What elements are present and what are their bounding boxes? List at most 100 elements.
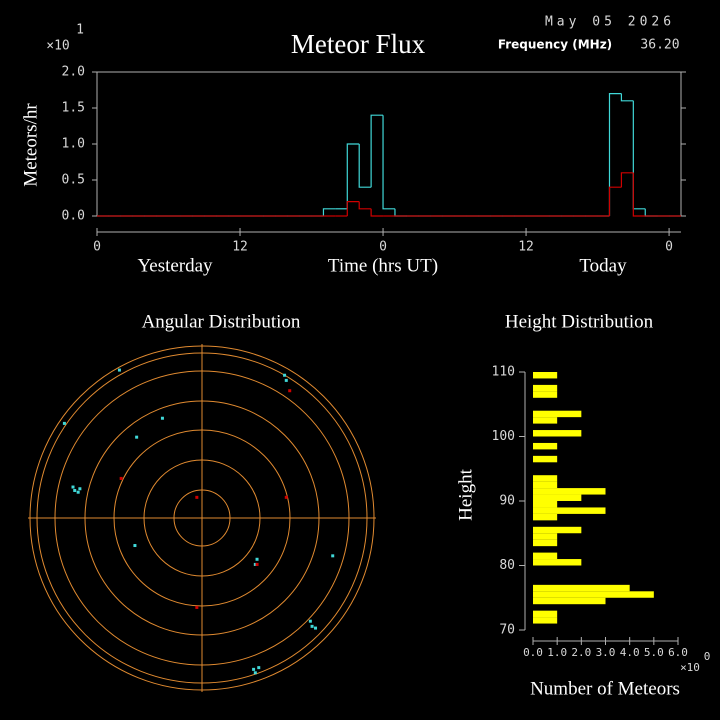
y-tick-label: 0.5 bbox=[62, 173, 85, 188]
meteor-point bbox=[78, 487, 82, 491]
chart-title: Height Distribution bbox=[505, 311, 654, 332]
x-multiplier-exponent: 0 bbox=[704, 650, 711, 663]
date: May 05 2026 bbox=[545, 15, 675, 30]
height-bar bbox=[533, 513, 558, 521]
height-bar bbox=[533, 442, 558, 450]
meteor-point bbox=[73, 488, 77, 492]
meteor-point bbox=[308, 619, 312, 623]
flux-step bbox=[632, 100, 646, 210]
y-tick-label: 1.0 bbox=[62, 137, 85, 152]
x-tick-label: 6.0 bbox=[668, 646, 688, 659]
x-tick-label: 1.0 bbox=[547, 646, 567, 659]
height-bar bbox=[533, 455, 558, 463]
height-bar bbox=[533, 501, 558, 508]
meteor-point bbox=[310, 624, 314, 628]
y-tick-label: 0.0 bbox=[62, 209, 85, 224]
meteor-point bbox=[255, 562, 259, 566]
meteor-point bbox=[71, 485, 75, 489]
x-axis-label: Time (hrs UT) bbox=[328, 255, 438, 276]
height-bar bbox=[533, 417, 558, 424]
x-tick-label: 0 bbox=[93, 240, 101, 255]
flux-step bbox=[620, 93, 634, 102]
height-bar bbox=[533, 391, 558, 398]
x-tick-label: 4.0 bbox=[620, 646, 640, 659]
meteor-point bbox=[255, 557, 259, 561]
frequency-label: Frequency (MHz) bbox=[498, 38, 612, 52]
height-bar bbox=[533, 430, 582, 437]
y-tick-label: 100 bbox=[492, 429, 515, 444]
flux-step bbox=[358, 144, 372, 188]
y-multiplier: ×10 bbox=[46, 39, 69, 54]
x-tick-label: 12 bbox=[518, 240, 534, 255]
height-bar bbox=[533, 526, 582, 534]
x-tick-label: 5.0 bbox=[644, 646, 664, 659]
flux-step bbox=[370, 114, 384, 188]
y-tick-label: 90 bbox=[499, 494, 515, 509]
flux-step bbox=[358, 201, 372, 210]
meteor-point bbox=[257, 666, 261, 670]
x-tick-label: 2.0 bbox=[571, 646, 591, 659]
meteor-point bbox=[133, 544, 137, 548]
meteor-point bbox=[76, 490, 80, 494]
height-bar bbox=[533, 559, 582, 566]
y-axis-label: Height bbox=[455, 468, 476, 520]
meteor-point bbox=[135, 435, 139, 439]
height-bar bbox=[533, 488, 606, 495]
x-tick-label: 0 bbox=[665, 240, 673, 255]
plot-frame bbox=[96, 71, 682, 216]
meteor-point bbox=[253, 562, 257, 566]
frequency: 36.20 bbox=[640, 38, 679, 53]
height-bar bbox=[533, 481, 558, 489]
y-tick-label: 1.5 bbox=[62, 101, 85, 116]
meteor-point bbox=[253, 671, 257, 675]
height-bar bbox=[533, 617, 558, 624]
y-tick-label: 80 bbox=[499, 558, 515, 573]
x-tick-label: 0.0 bbox=[523, 646, 543, 659]
flux-step bbox=[608, 93, 622, 216]
flux-step bbox=[644, 208, 658, 217]
height-bar bbox=[533, 539, 558, 547]
flux-step bbox=[322, 208, 336, 216]
meteor-point bbox=[288, 389, 292, 393]
flux-step bbox=[346, 201, 360, 216]
meteor-point bbox=[283, 373, 287, 377]
flux-step bbox=[608, 186, 622, 216]
x-multiplier: ×10 bbox=[680, 661, 700, 674]
flux-step bbox=[346, 143, 360, 209]
y-axis-label: Meteors/hr bbox=[20, 103, 41, 187]
height-bar bbox=[533, 584, 630, 592]
meteor-point bbox=[195, 495, 199, 499]
meteor-point bbox=[119, 476, 123, 480]
height-bar bbox=[533, 552, 558, 560]
height-bar bbox=[533, 597, 606, 605]
flux-step bbox=[620, 172, 634, 188]
meteor-point bbox=[284, 378, 288, 382]
height-bar bbox=[533, 410, 582, 418]
x-tick-label: 0 bbox=[379, 240, 387, 255]
flux-step bbox=[394, 208, 407, 217]
meteor-point bbox=[160, 416, 164, 420]
meteor-point bbox=[195, 605, 199, 609]
y-tick-label: 110 bbox=[492, 365, 515, 380]
height-bar bbox=[533, 610, 558, 618]
meteor-point bbox=[331, 554, 335, 558]
meteor-point bbox=[314, 626, 318, 630]
meteor-point bbox=[62, 421, 66, 425]
flux-step bbox=[632, 172, 646, 217]
height-bar bbox=[533, 591, 654, 598]
height-bar bbox=[533, 494, 582, 501]
y-tick-label: 70 bbox=[499, 623, 515, 638]
y-tick-label: 2.0 bbox=[62, 65, 85, 80]
day-label: Yesterday bbox=[137, 255, 213, 276]
meteor-point bbox=[252, 667, 256, 671]
height-bar bbox=[533, 533, 558, 540]
height-bar bbox=[533, 507, 606, 514]
meteor-point bbox=[117, 368, 121, 372]
y-multiplier-exponent: 1 bbox=[76, 23, 84, 38]
height-bar bbox=[533, 384, 558, 392]
x-axis-label: Number of Meteors bbox=[530, 678, 680, 699]
height-bar bbox=[533, 475, 558, 482]
day-label: Today bbox=[579, 255, 627, 276]
flux-step bbox=[382, 115, 395, 210]
